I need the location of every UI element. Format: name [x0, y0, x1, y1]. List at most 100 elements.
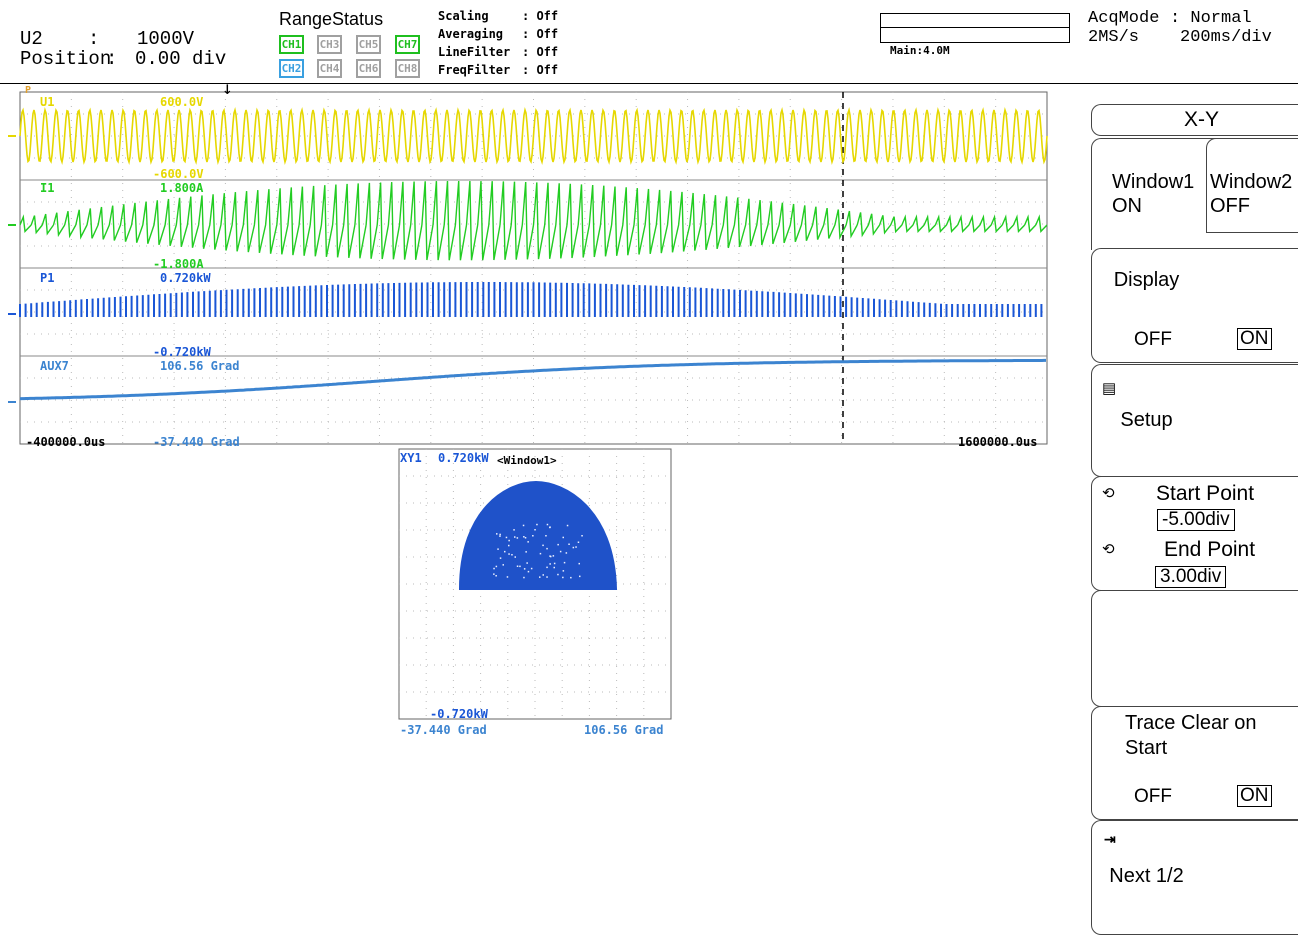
channel-ch4: CH4	[317, 59, 342, 78]
trace-aux7-bottom: -37.440 Grad	[153, 436, 240, 448]
xy-speckle	[508, 545, 510, 547]
xy-speckle	[523, 536, 525, 538]
position-value: 0.00 div	[135, 50, 226, 69]
xy-speckle	[531, 568, 533, 570]
xy-speckle	[497, 548, 499, 550]
menu-start-end-point[interactable]: ⟲ Start Point -5.00div ⟲ End Point 3.00d…	[1091, 476, 1298, 591]
xy-speckle	[553, 555, 555, 557]
setup-label: Setup	[982, 409, 1298, 432]
xy-speckle	[517, 566, 519, 568]
xy-y-bottom: -0.720kW	[430, 708, 488, 720]
position-label: Position	[20, 50, 111, 69]
start-point-label: Start Point	[1156, 482, 1254, 506]
xy-speckle	[506, 537, 508, 539]
xy-speckle	[507, 576, 509, 578]
display-label: Display	[982, 269, 1298, 292]
range-separator: :	[88, 30, 99, 49]
trace-clear-label-line1: Trace Clear on	[1125, 712, 1257, 735]
xy-window-label: <Window1>	[497, 455, 557, 467]
xy-speckle	[508, 553, 510, 555]
next-page-icon: ⇥	[1104, 831, 1116, 848]
menu-window-select[interactable]: Window1 ON Window2 OFF	[1091, 138, 1298, 250]
menu-trace-clear[interactable]: Trace Clear on Start OFF ON	[1091, 706, 1298, 820]
xy-name: XY1	[400, 452, 422, 464]
xy-speckle	[549, 527, 551, 529]
end-point-knob-icon: ⟲	[1102, 540, 1115, 558]
xy-speckle	[503, 564, 505, 566]
setting-scaling-value: : Off	[522, 7, 558, 25]
xy-speckle	[549, 563, 551, 565]
xy-speckle	[557, 544, 559, 546]
xy-speckle	[567, 525, 569, 527]
menu-display[interactable]: Display OFF ON	[1091, 248, 1298, 363]
xy-speckle	[554, 567, 556, 569]
xy-speckle	[493, 568, 495, 570]
xy-speckle	[575, 546, 577, 548]
trace-aux7-name: AUX7	[40, 360, 69, 372]
trace-p1-top: 0.720kW	[160, 272, 211, 284]
ref-marker: P	[25, 85, 31, 97]
xy-speckle	[528, 571, 530, 573]
xy-speckle	[557, 574, 559, 576]
channel-ch3: CH3	[317, 35, 342, 54]
xy-speckle	[540, 553, 542, 555]
xy-x-left: -37.440 Grad	[400, 724, 487, 736]
xy-speckle	[578, 542, 580, 544]
xy-speckle	[545, 535, 547, 537]
xy-speckle	[493, 573, 495, 575]
start-point-value[interactable]: -5.00div	[1157, 509, 1235, 531]
xy-speckle	[534, 529, 536, 531]
setting-freqfilter-value: : Off	[522, 61, 558, 79]
xy-speckle	[532, 535, 534, 537]
time-end-label: 1600000.0us	[958, 436, 1037, 448]
trigger-arrow-icon[interactable]: ↓	[222, 80, 233, 98]
display-off: OFF	[1134, 329, 1172, 351]
xy-speckle	[560, 551, 562, 553]
menu-setup[interactable]: ▤ Setup	[1091, 364, 1298, 477]
trace-u1-bottom: -600.0V	[153, 168, 204, 180]
menu-next[interactable]: ⇥ Next 1/2	[1091, 820, 1298, 935]
xy-speckle	[527, 541, 529, 543]
xy-speckle	[508, 540, 510, 542]
menu-xy-title[interactable]: X-Y	[1091, 104, 1298, 136]
xy-y-top: 0.720kW	[438, 452, 489, 464]
xy-speckle	[526, 562, 528, 564]
xy-speckle	[562, 577, 564, 579]
xy-display[interactable]	[398, 448, 672, 734]
xy-speckle	[563, 570, 565, 572]
channel-ch6: CH6	[356, 59, 381, 78]
next-label: Next 1/2	[982, 865, 1298, 888]
xy-speckle	[570, 577, 572, 579]
xy-speckle	[519, 566, 521, 568]
setting-averaging-value: : Off	[522, 25, 558, 43]
xy-speckle	[517, 537, 519, 539]
setting-linefilter-value: : Off	[522, 43, 558, 61]
xy-speckle	[542, 545, 544, 547]
trace-u1-top: 600.0V	[160, 96, 203, 108]
xy-speckle	[543, 574, 545, 576]
trace-aux7-top: 106.56 Grad	[160, 360, 239, 372]
xy-speckle	[515, 556, 517, 558]
xy-x-right: 106.56 Grad	[584, 724, 663, 736]
xy-speckle	[536, 524, 538, 526]
trace-clear-label-line2: Start	[1125, 737, 1167, 760]
trace-i1-name: I1	[40, 182, 54, 194]
xy-speckle	[579, 563, 581, 565]
menu-title-text: X-Y	[1092, 108, 1298, 132]
menu-empty-slot	[1091, 590, 1298, 707]
xy-speckle	[504, 551, 506, 553]
xy-speckle	[563, 537, 565, 539]
channel-ch2: CH2	[279, 59, 304, 78]
end-point-value[interactable]: 3.00div	[1155, 566, 1226, 588]
xy-speckle	[500, 557, 502, 559]
acq-mode-value: : Normal	[1170, 9, 1252, 28]
xy-speckle	[524, 568, 526, 570]
setting-freqfilter-label: FreqFilter	[438, 61, 510, 79]
sample-rate: 2MS/s	[1088, 28, 1139, 47]
channel-ch8: CH8	[395, 59, 420, 78]
xy-speckle	[523, 525, 525, 527]
window2-label: Window2	[1210, 171, 1292, 194]
xy-speckle	[554, 563, 556, 565]
trace-u1-name: U1	[40, 96, 54, 108]
end-point-label: End Point	[1164, 538, 1255, 562]
